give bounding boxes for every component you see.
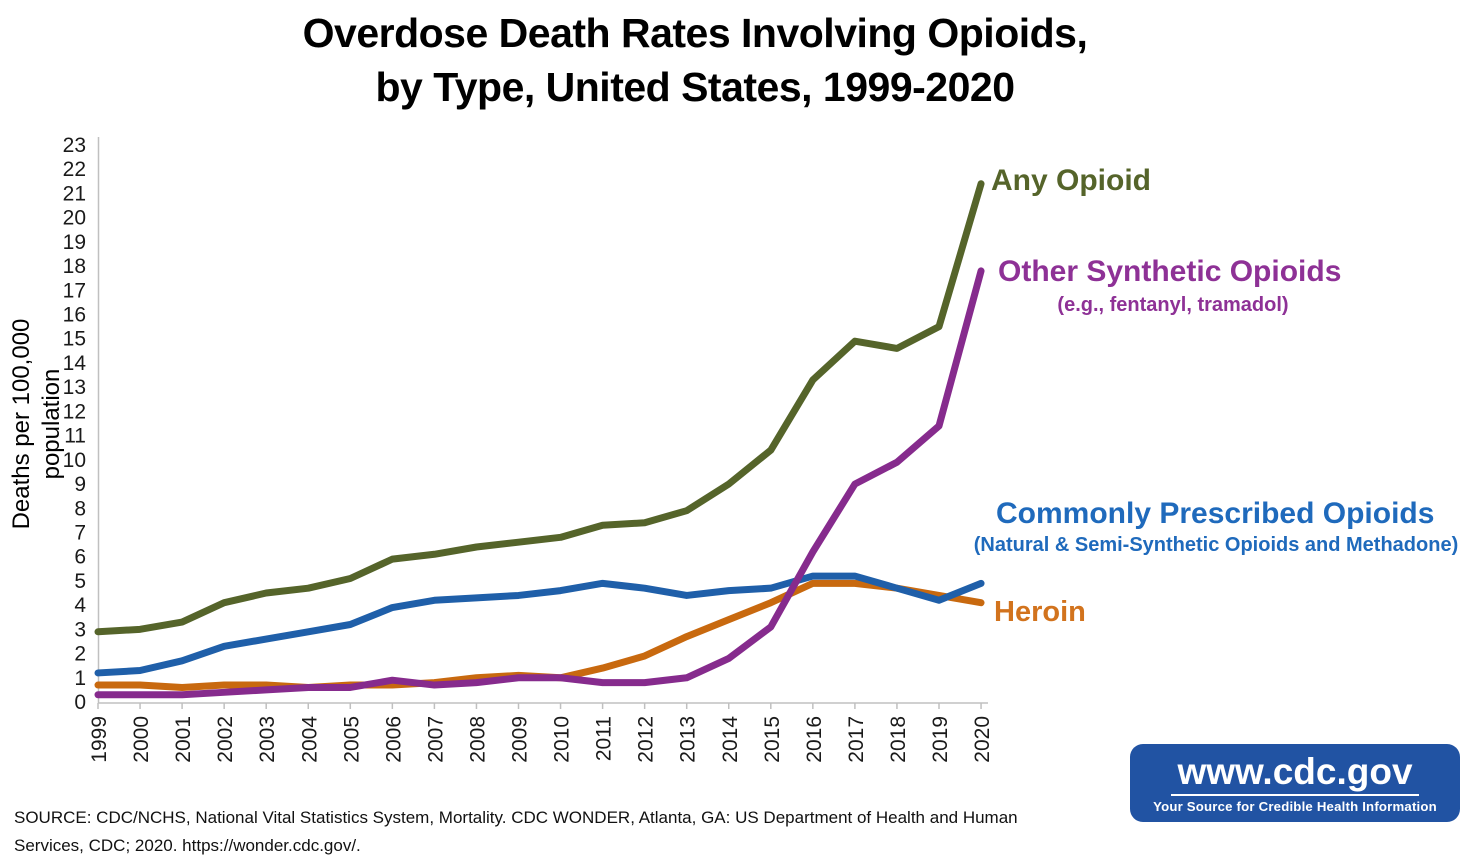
source-note-line1: SOURCE: CDC/NCHS, National Vital Statist… (14, 808, 1018, 827)
x-tick-label: 2004 (298, 716, 321, 763)
x-tick-label: 2019 (929, 716, 952, 763)
y-tick-label: 0 (74, 691, 86, 714)
x-tick-label: 2000 (130, 716, 153, 763)
y-tick-label: 9 (74, 473, 86, 496)
x-tick-label: 2008 (466, 716, 489, 763)
series-label-any-opioid: Any Opioid (991, 164, 1151, 197)
x-tick-label: 2001 (172, 716, 195, 763)
series-label-commonly-prescribed-opioids: Commonly Prescribed Opioids (996, 497, 1435, 530)
x-tick-label: 2013 (677, 716, 700, 763)
source-note: SOURCE: CDC/NCHS, National Vital Statist… (14, 804, 1104, 859)
y-tick-label: 5 (74, 570, 86, 593)
y-tick-label: 11 (64, 425, 86, 448)
x-tick-label: 2014 (719, 716, 742, 763)
x-tick-label: 1999 (88, 716, 111, 763)
chart-title-line2: by Type, United States, 1999-2020 (375, 64, 1015, 111)
y-tick-label: 10 (63, 449, 86, 472)
x-tick-label: 2007 (424, 716, 447, 763)
series-label-heroin: Heroin (994, 596, 1086, 628)
y-tick-label: 2 (74, 643, 86, 666)
x-tick-label: 2018 (887, 716, 910, 763)
y-tick-label: 21 (63, 182, 86, 205)
series-sublabel-commonly-prescribed-opioids: (Natural & Semi-Synthetic Opioids and Me… (973, 534, 1459, 556)
chart-title-line1: Overdose Death Rates Involving Opioids, (302, 10, 1088, 56)
x-tick-label: 2002 (214, 716, 237, 763)
cdc-logo[interactable]: www.cdc.gov Your Source for Credible Hea… (1130, 744, 1460, 822)
x-tick-label: 2006 (382, 716, 405, 763)
y-tick-label: 20 (63, 207, 86, 230)
source-note-line2: Services, CDC; 2020. https://wonder.cdc.… (14, 835, 361, 855)
series-sublabel-other-synthetic-opioids: (e.g., fentanyl, tramadol) (1057, 294, 1289, 316)
y-tick-label: 1 (74, 667, 86, 690)
y-tick-label: 22 (63, 158, 86, 181)
x-tick-label: 2016 (803, 716, 826, 763)
y-tick-label: 15 (63, 328, 86, 351)
y-tick-label: 6 (74, 546, 86, 569)
x-tick-label: 2017 (845, 716, 868, 763)
y-tick-label: 8 (74, 497, 86, 520)
y-tick-label: 17 (63, 279, 86, 302)
y-tick-label: 19 (63, 231, 86, 254)
x-tick-label: 2010 (551, 716, 574, 763)
series-line-3 (94, 267, 985, 699)
x-tick-label: 2003 (256, 716, 279, 763)
y-tick-label: 13 (63, 376, 86, 399)
series-label-other-synthetic-opioids: Other Synthetic Opioids (998, 255, 1342, 288)
series-line-0 (94, 180, 985, 636)
chart-title: Overdose Death Rates Involving Opioids, … (90, 6, 1300, 114)
series-line-2 (94, 572, 985, 677)
x-tick-label: 2012 (635, 716, 658, 763)
cdc-logo-tagline: Your Source for Credible Health Informat… (1153, 798, 1437, 814)
y-tick-label: 7 (74, 521, 86, 544)
x-tick-label: 2011 (593, 716, 616, 761)
x-tick-label: 2020 (971, 716, 994, 763)
y-tick-label: 16 (63, 304, 86, 327)
y-tick-label: 14 (63, 352, 87, 375)
y-tick-label: 12 (63, 400, 86, 423)
x-tick-label: 2015 (761, 716, 784, 763)
cdc-logo-url[interactable]: www.cdc.gov (1171, 753, 1419, 796)
y-tick-label: 4 (74, 594, 86, 617)
y-tick-label: 3 (74, 618, 86, 641)
x-tick-label: 2009 (509, 716, 532, 763)
y-tick-label: 18 (63, 255, 86, 278)
y-tick-label: 23 (63, 134, 86, 157)
x-tick-label: 2005 (340, 716, 363, 763)
